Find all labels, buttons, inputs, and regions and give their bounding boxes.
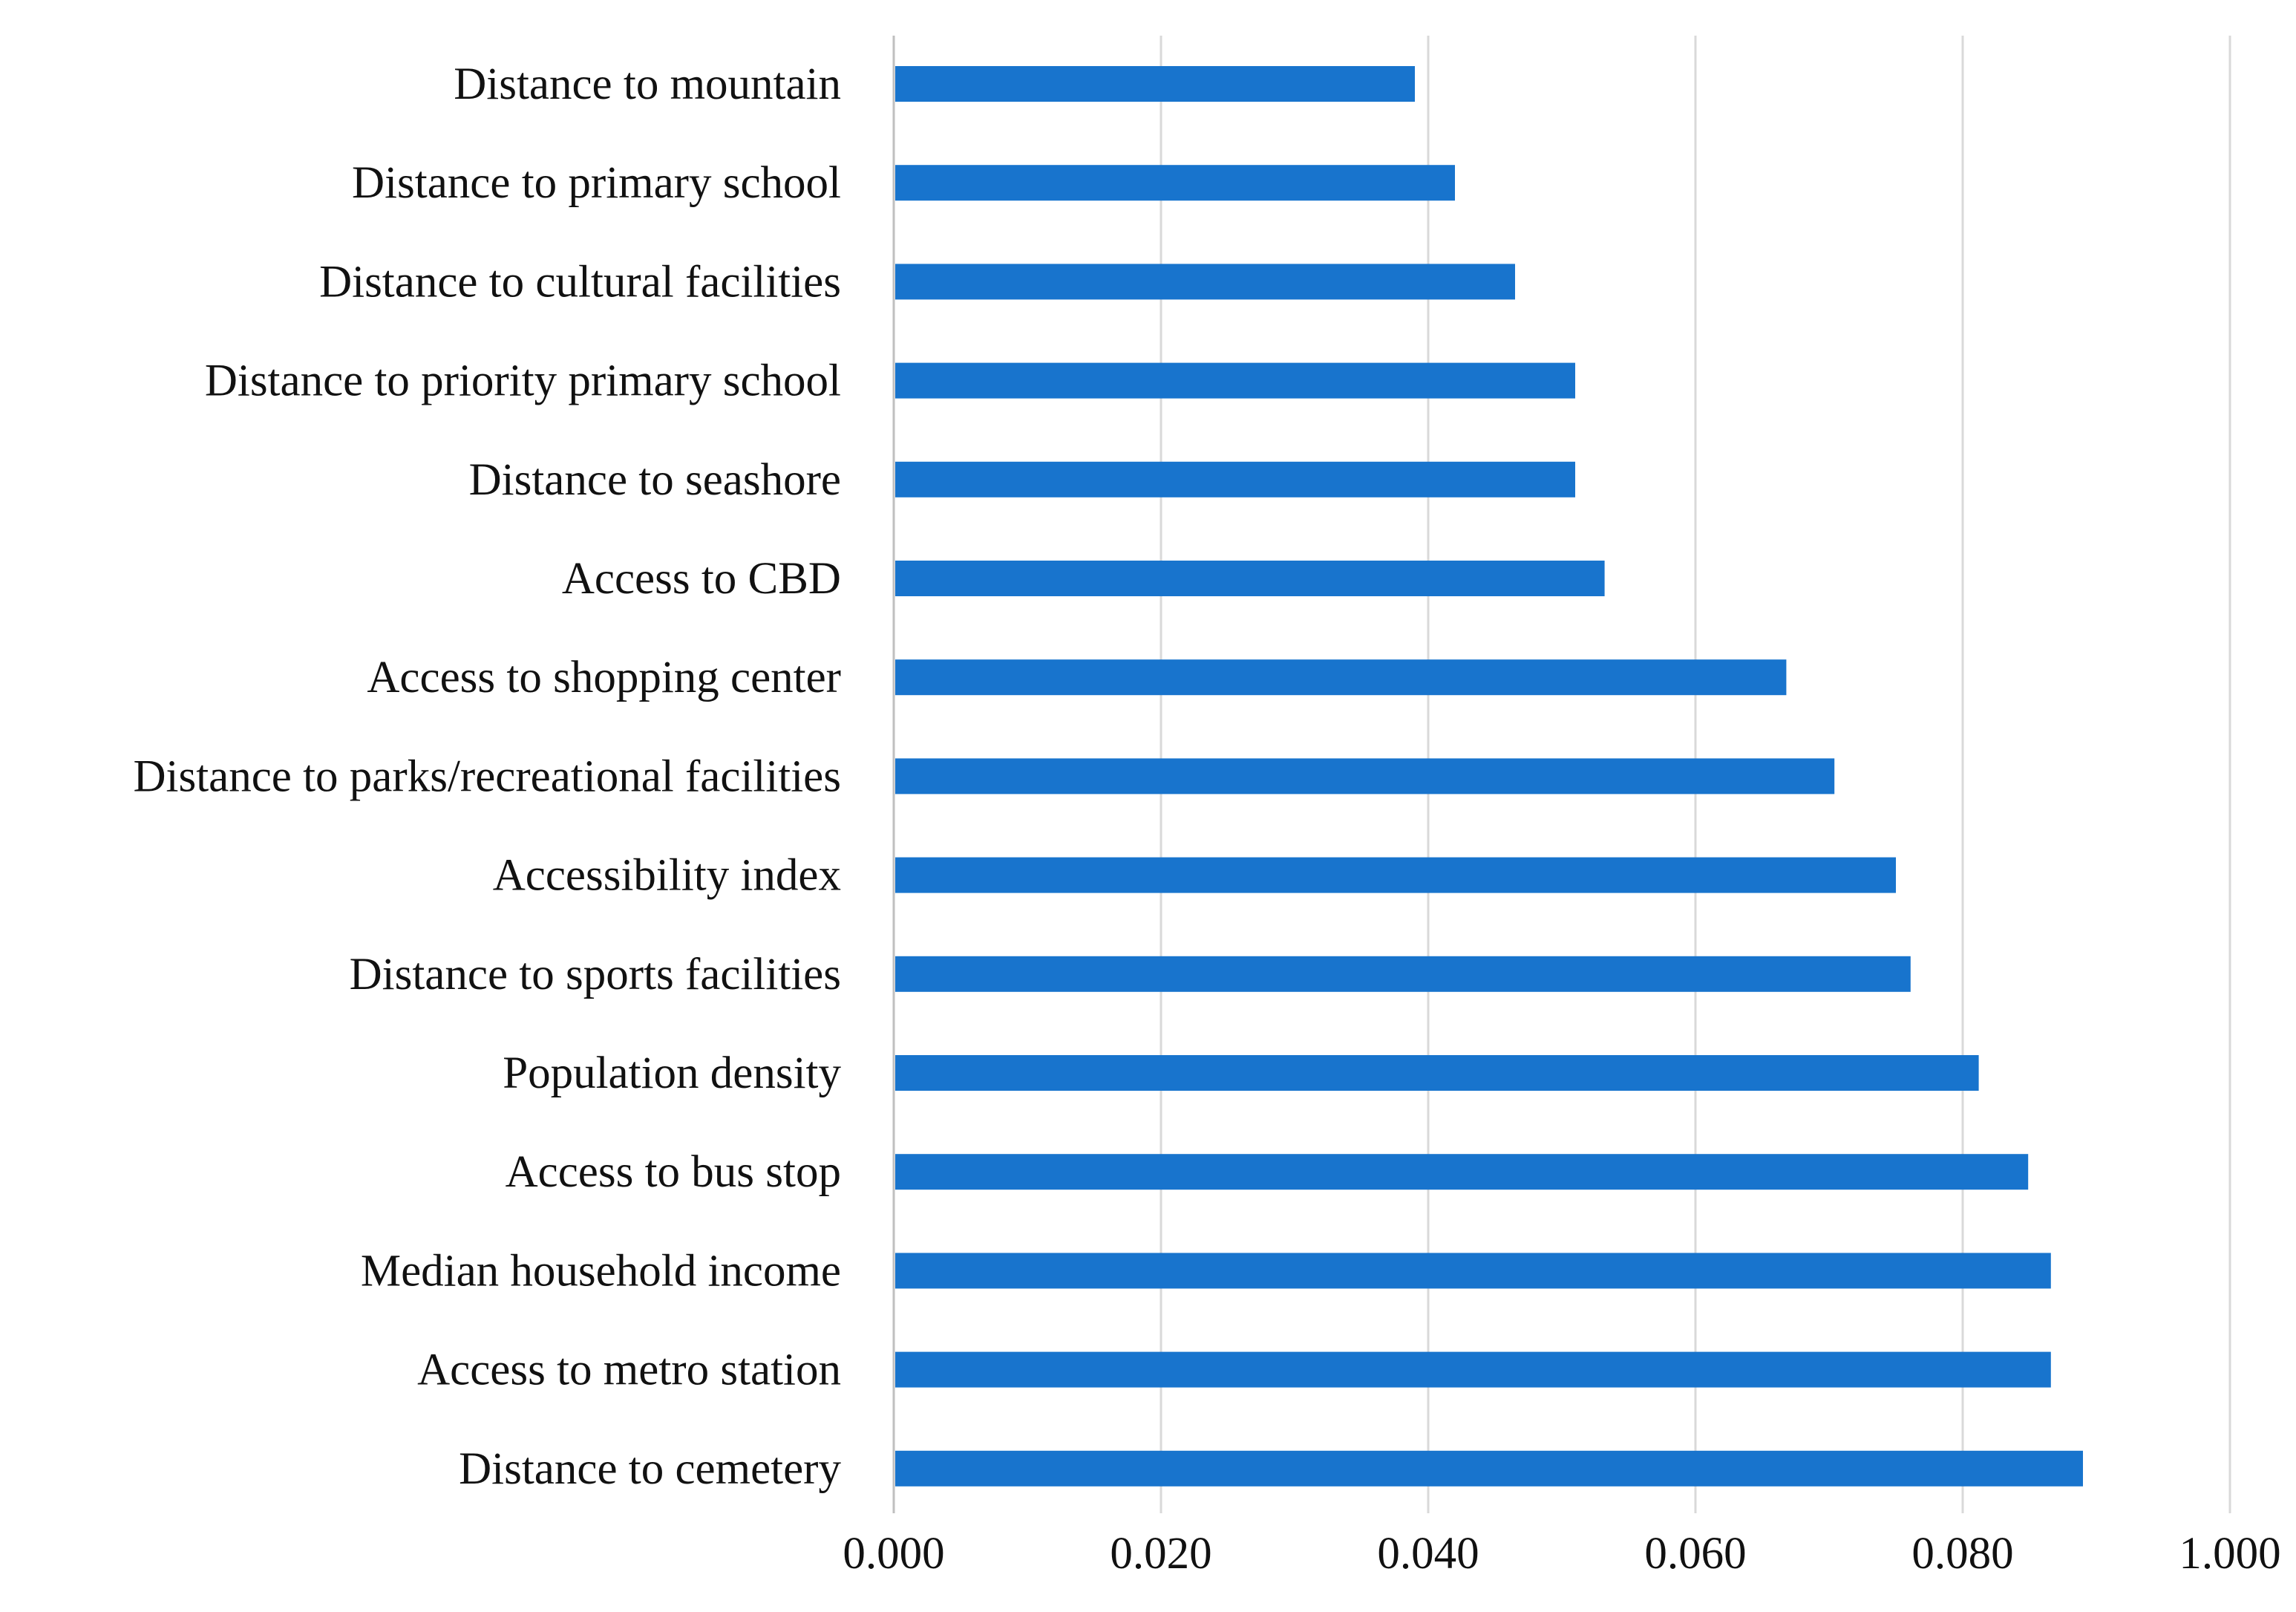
category-label: Access to CBD xyxy=(562,554,841,604)
bar xyxy=(895,659,1787,696)
category-label: Accessibility index xyxy=(493,851,841,901)
bar xyxy=(895,66,1415,102)
category-label: Distance to sports facilities xyxy=(350,950,841,999)
category-label: Access to metro station xyxy=(417,1345,841,1395)
x-tick-label: 1.000 xyxy=(2179,1529,2280,1579)
category-label: Access to bus stop xyxy=(506,1147,841,1197)
x-tick-label: 0.060 xyxy=(1644,1529,1746,1579)
x-tick-label: 0.040 xyxy=(1377,1529,1479,1579)
x-tick-label: 0.020 xyxy=(1110,1529,1211,1579)
category-labels: Distance to mountain Distance to primary … xyxy=(133,59,841,1494)
x-tick-label: 0.000 xyxy=(843,1529,944,1579)
category-label: Population density xyxy=(503,1048,841,1098)
bar xyxy=(895,1253,2051,1289)
bars xyxy=(895,66,2083,1487)
bar xyxy=(895,857,1896,893)
category-label: Distance to parks/recreational facilitie… xyxy=(133,751,841,801)
bar xyxy=(895,1450,2083,1487)
bar xyxy=(895,1351,2051,1388)
bar xyxy=(895,758,1835,794)
bar xyxy=(895,1055,1979,1091)
x-tick-labels: 0.000 0.020 0.040 0.060 0.080 1.000 xyxy=(843,1529,2280,1579)
category-label: Distance to priority primary school xyxy=(205,356,841,406)
bar xyxy=(895,461,1575,497)
category-label: Distance to seashore xyxy=(469,455,841,505)
category-label: Distance to cultural facilities xyxy=(319,257,841,307)
bar xyxy=(895,362,1575,399)
bar xyxy=(895,956,1911,992)
category-label: Access to shopping center xyxy=(367,653,841,702)
bar xyxy=(895,1154,2029,1190)
bar xyxy=(895,264,1515,300)
category-label: Distance to primary school xyxy=(352,158,841,208)
bar xyxy=(895,165,1455,201)
category-label: Distance to mountain xyxy=(454,59,841,109)
category-label: Median household income xyxy=(361,1246,841,1296)
bar xyxy=(895,561,1605,596)
x-tick-label: 0.080 xyxy=(1911,1529,2013,1579)
category-label: Distance to cemetery xyxy=(459,1444,841,1494)
